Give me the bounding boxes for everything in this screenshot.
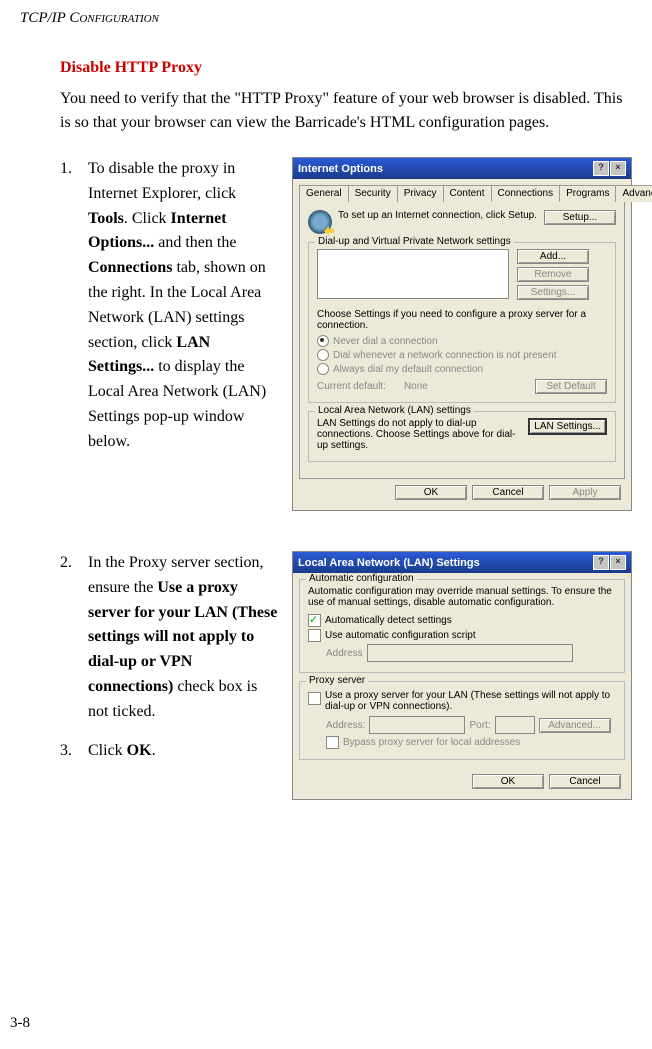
setup-button[interactable]: Setup... — [544, 210, 616, 225]
proxy-port-input — [495, 716, 535, 734]
close-icon[interactable]: × — [610, 161, 626, 176]
cancel-button[interactable]: Cancel — [472, 485, 544, 500]
checkbox-icon — [326, 736, 339, 749]
step-3-body: Click OK. — [88, 739, 156, 764]
globe-icon — [308, 210, 332, 234]
proxy-fieldset: Proxy server Use a proxy server for your… — [299, 681, 625, 760]
step-1-body: To disable the proxy in Internet Explore… — [88, 157, 280, 511]
radio-whenever: Dial whenever a network connection is no… — [317, 349, 607, 361]
proxy-port-label: Port: — [469, 720, 490, 731]
radio-always: Always dial my default connection — [317, 363, 607, 375]
io-button-row: OK Cancel Apply — [299, 479, 625, 504]
setup-text: To set up an Internet connection, click … — [338, 210, 538, 221]
auto-detect-line[interactable]: Automatically detect settings — [308, 614, 616, 627]
lan-legend: Local Area Network (LAN) settings — [315, 405, 474, 416]
ok-button[interactable]: OK — [472, 774, 544, 789]
bypass-line: Bypass proxy server for local addresses — [326, 736, 616, 749]
radio-icon — [317, 349, 329, 361]
tab-advanced[interactable]: Advanced — [615, 185, 652, 202]
lan-fieldset: Local Area Network (LAN) settings LAN Se… — [308, 411, 616, 462]
auto-fieldset: Automatic configuration Automatic config… — [299, 579, 625, 673]
checkbox-icon[interactable] — [308, 614, 321, 627]
dial-legend: Dial-up and Virtual Private Network sett… — [315, 236, 514, 247]
proxy-addr-label: Address: — [326, 720, 365, 731]
tab-programs[interactable]: Programs — [559, 185, 616, 202]
step-1-row: 1. To disable the proxy in Internet Expl… — [60, 157, 632, 511]
proxy-legend: Proxy server — [306, 675, 368, 686]
proxy-use-line[interactable]: Use a proxy server for your LAN (These s… — [308, 690, 616, 712]
choose-text: Choose Settings if you need to configure… — [317, 309, 607, 331]
tab-content[interactable]: Content — [443, 185, 492, 202]
checkbox-icon[interactable] — [308, 629, 321, 642]
address-label: Address — [326, 648, 363, 659]
advanced-button: Advanced... — [539, 718, 611, 733]
dial-fieldset: Dial-up and Virtual Private Network sett… — [308, 242, 616, 403]
dial-listbox[interactable] — [317, 249, 509, 299]
tab-connections[interactable]: Connections — [491, 185, 561, 202]
step-2-body: In the Proxy server section, ensure the … — [88, 551, 280, 725]
remove-button: Remove — [517, 267, 589, 282]
proxy-addr-input — [369, 716, 465, 734]
step-2-text: 2. In the Proxy server section, ensure t… — [60, 551, 280, 725]
titlebar-buttons: ? × — [593, 161, 626, 176]
io-title: Internet Options — [298, 163, 383, 175]
lan-note: LAN Settings do not apply to dial-up con… — [317, 418, 520, 451]
step-3-text: 3. Click OK. — [60, 739, 280, 764]
lan-title: Local Area Network (LAN) Settings — [298, 557, 480, 569]
curdef-label: Current default: — [317, 381, 386, 392]
set-default-button: Set Default — [535, 379, 607, 394]
cancel-button[interactable]: Cancel — [549, 774, 621, 789]
close-icon[interactable]: × — [610, 555, 626, 570]
lan-settings-button[interactable]: LAN Settings... — [528, 418, 607, 435]
add-button[interactable]: Add... — [517, 249, 589, 264]
address-input — [367, 644, 573, 662]
apply-button: Apply — [549, 485, 621, 500]
lan-settings-dialog: Local Area Network (LAN) Settings ? × Au… — [292, 551, 632, 800]
ok-button[interactable]: OK — [395, 485, 467, 500]
page-number: 3-8 — [10, 1015, 30, 1032]
page-header: TCP/IP Configuration — [20, 10, 632, 27]
checkbox-icon[interactable] — [308, 692, 321, 705]
radio-never: Never dial a connection — [317, 335, 607, 347]
radio-icon — [317, 363, 329, 375]
titlebar-buttons: ? × — [593, 555, 626, 570]
internet-options-dialog: Internet Options ? × General Security Pr… — [292, 157, 632, 511]
lan-button-row: OK Cancel — [299, 768, 625, 793]
intro-paragraph: You need to verify that the "HTTP Proxy"… — [60, 87, 632, 135]
radio-icon — [317, 335, 329, 347]
io-tabpanel: To set up an Internet connection, click … — [299, 201, 625, 479]
step-2-row: 2. In the Proxy server section, ensure t… — [60, 551, 632, 800]
tab-security[interactable]: Security — [348, 185, 398, 202]
header-text: TCP/IP Configuration — [20, 10, 159, 26]
io-tabs: General Security Privacy Content Connect… — [299, 185, 625, 202]
help-icon[interactable]: ? — [593, 555, 609, 570]
step-3-num: 3. — [60, 739, 88, 764]
step-1-num: 1. — [60, 157, 88, 511]
auto-script-line[interactable]: Use automatic configuration script — [308, 629, 616, 642]
step-1-text: 1. To disable the proxy in Internet Expl… — [60, 157, 280, 511]
auto-legend: Automatic configuration — [306, 573, 417, 584]
auto-note: Automatic configuration may override man… — [308, 586, 616, 608]
lan-titlebar: Local Area Network (LAN) Settings ? × — [293, 552, 631, 573]
curdef-value: None — [404, 381, 428, 392]
settings-button: Settings... — [517, 285, 589, 300]
tab-general[interactable]: General — [299, 185, 349, 202]
io-titlebar: Internet Options ? × — [293, 158, 631, 179]
tab-privacy[interactable]: Privacy — [397, 185, 444, 202]
step-2-num: 2. — [60, 551, 88, 725]
section-title: Disable HTTP Proxy — [60, 59, 632, 77]
help-icon[interactable]: ? — [593, 161, 609, 176]
